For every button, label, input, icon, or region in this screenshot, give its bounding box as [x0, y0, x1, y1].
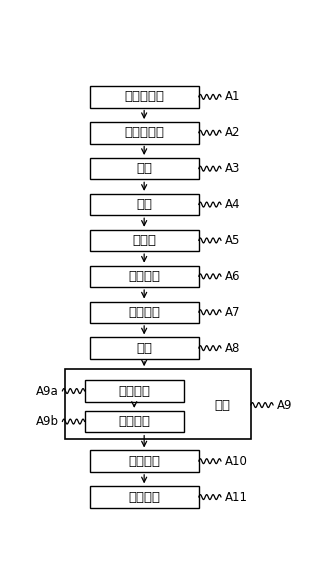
Bar: [90, 86, 199, 107]
Bar: [84, 380, 184, 402]
Text: 附磷: 附磷: [136, 162, 152, 175]
Text: A3: A3: [225, 162, 240, 175]
Text: A2: A2: [225, 126, 240, 140]
Text: 二次硟扩: 二次硟扩: [118, 415, 150, 428]
Bar: [90, 486, 199, 508]
Bar: [65, 369, 251, 439]
Text: 涂硟: 涂硟: [136, 342, 152, 354]
Bar: [90, 194, 199, 215]
Text: A10: A10: [225, 455, 248, 468]
Text: 硟吹清洗: 硟吹清洗: [128, 491, 160, 503]
Text: A9b: A9b: [36, 415, 59, 428]
Bar: [90, 338, 199, 359]
Text: A1: A1: [225, 91, 240, 103]
Text: A7: A7: [225, 306, 240, 319]
Bar: [90, 450, 199, 472]
Text: A9a: A9a: [36, 384, 59, 398]
Text: 单面吹沙: 单面吹沙: [128, 270, 160, 283]
Bar: [90, 266, 199, 287]
Text: 硟面吹沙: 硟面吹沙: [128, 455, 160, 468]
Bar: [90, 230, 199, 251]
Bar: [90, 158, 199, 179]
Text: 一次硟扩: 一次硟扩: [118, 384, 150, 398]
Text: 磷晶分: 磷晶分: [132, 234, 156, 247]
Text: A5: A5: [225, 234, 240, 247]
Text: 单吹清洗: 单吹清洗: [128, 306, 160, 319]
Text: 原硅片测试: 原硅片测试: [124, 91, 164, 103]
Text: 原硅片清洗: 原硅片清洗: [124, 126, 164, 140]
Text: A4: A4: [225, 198, 240, 211]
Text: A9: A9: [277, 398, 292, 412]
Text: A8: A8: [225, 342, 240, 354]
Bar: [84, 411, 184, 432]
Text: A11: A11: [225, 491, 248, 503]
Text: 硟扩: 硟扩: [214, 398, 230, 412]
Bar: [90, 122, 199, 144]
Text: A6: A6: [225, 270, 240, 283]
Text: 磷扩: 磷扩: [136, 198, 152, 211]
Bar: [90, 301, 199, 323]
